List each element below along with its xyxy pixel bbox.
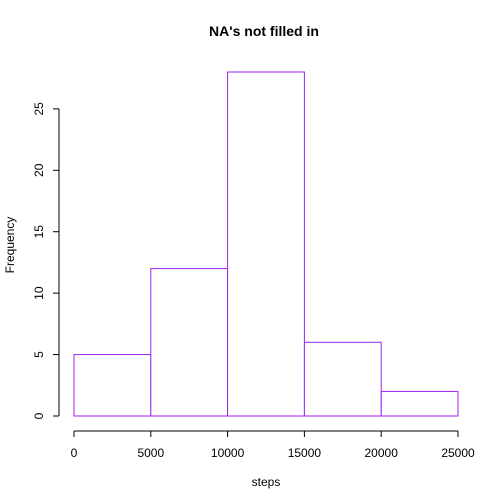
x-axis: 0 5000 10000 15000 20000 25000 <box>71 430 475 460</box>
x-tick-label: 0 <box>71 446 78 460</box>
chart-title: NA's not filled in <box>209 23 319 39</box>
y-axis: 0 5 10 15 20 25 <box>32 102 60 419</box>
histogram-bar-2 <box>150 268 229 417</box>
y-tick-label: 20 <box>32 163 46 177</box>
x-tick-label: 10000 <box>211 446 245 460</box>
histogram-bar-3 <box>227 71 305 417</box>
y-tick-label: 0 <box>32 412 46 419</box>
histogram-bar-5 <box>380 390 459 417</box>
histogram-bar-1 <box>73 354 152 417</box>
y-tick-label: 25 <box>32 102 46 116</box>
x-tick-label: 20000 <box>365 446 399 460</box>
y-tick-label: 5 <box>32 351 46 358</box>
x-axis-label: steps <box>252 475 281 489</box>
x-tick-label: 5000 <box>137 446 164 460</box>
x-tick-label: 25000 <box>441 446 475 460</box>
y-tick-label: 10 <box>32 286 46 300</box>
y-axis-label: Frequency <box>3 217 17 274</box>
bars-group <box>73 71 459 417</box>
histogram-bar-4 <box>303 341 382 417</box>
y-tick-label: 15 <box>32 225 46 239</box>
x-tick-label: 15000 <box>288 446 322 460</box>
